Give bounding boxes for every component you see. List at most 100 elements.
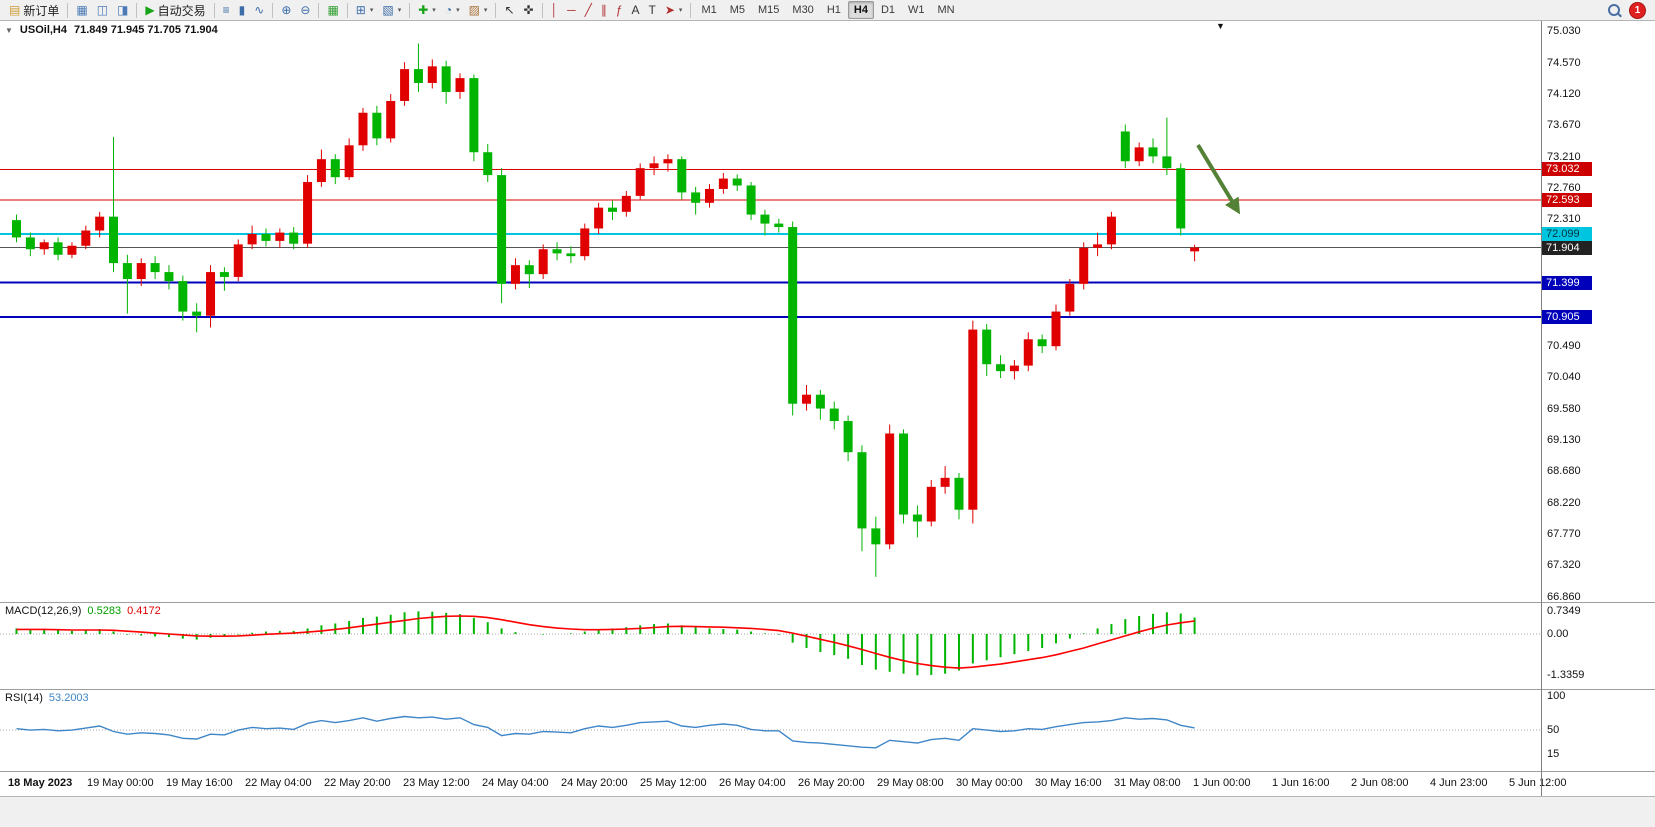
candle xyxy=(330,154,340,185)
time-label: 24 May 20:00 xyxy=(561,777,628,789)
trend-arrow-annotation[interactable] xyxy=(1196,143,1241,215)
arrows-button[interactable]: ➤ ▾ xyxy=(661,0,687,20)
candle xyxy=(289,227,299,250)
rsi-label: RSI(14) 53.2003 xyxy=(5,692,89,704)
toolbar-separator xyxy=(541,2,543,18)
data-window-button[interactable]: ◫ xyxy=(93,0,112,20)
price-badge-72.099: 72.099 xyxy=(1542,227,1592,242)
rsi-canvas[interactable] xyxy=(0,690,1541,771)
bar-chart-button[interactable]: ≡ xyxy=(219,0,234,20)
candle xyxy=(219,267,229,291)
candle xyxy=(788,221,798,416)
chart-title: ▼ USOil,H4 71.849 71.945 71.705 71.904 xyxy=(5,24,218,36)
candle xyxy=(247,225,257,250)
candle xyxy=(705,184,714,208)
time-label: 19 May 16:00 xyxy=(166,777,233,789)
chevron-down-icon: ▾ xyxy=(456,7,460,14)
notification-badge[interactable]: 1 xyxy=(1629,1,1646,19)
charts-window-button[interactable]: ▦ xyxy=(72,0,91,20)
label-button[interactable]: T xyxy=(645,0,660,20)
candle xyxy=(303,175,313,248)
candle xyxy=(1162,117,1172,176)
price-badge-73.032: 73.032 xyxy=(1542,162,1592,177)
candle xyxy=(1079,242,1089,290)
candle xyxy=(316,149,326,187)
candle xyxy=(746,182,756,221)
candle xyxy=(1037,334,1047,354)
rsi-axis-label: 50 xyxy=(1547,724,1560,737)
zoom-out-button[interactable]: ⊖ xyxy=(296,0,314,20)
fibonacci-button[interactable]: ƒ xyxy=(612,0,627,20)
candle xyxy=(400,62,410,106)
timeframe-m15[interactable]: M15 xyxy=(758,4,780,16)
horizontal-line-button[interactable]: ─ xyxy=(563,0,580,20)
candle xyxy=(774,218,784,233)
zoom-in-button[interactable]: ⊕ xyxy=(277,0,295,20)
time-label: 2 Jun 08:00 xyxy=(1351,777,1409,789)
chevron-down-icon: ▾ xyxy=(369,7,374,14)
macd-main-value: 0.5283 xyxy=(87,605,122,617)
time-label: 22 May 04:00 xyxy=(245,777,312,789)
line-chart-icon: ∿ xyxy=(254,3,265,17)
line-chart-button[interactable]: ∿ xyxy=(250,0,268,20)
price-axis-label: 74.570 xyxy=(1547,56,1581,69)
price-badge-72.593: 72.593 xyxy=(1542,192,1592,207)
indicators-button[interactable]: ✚ ▾ xyxy=(414,0,440,20)
autotrade-play-icon: ▶ xyxy=(145,3,155,17)
candlestick-chart-button[interactable]: ▮ xyxy=(235,0,250,20)
price-axis-label: 73.210 xyxy=(1547,151,1581,164)
chart-ohlc: 71.849 71.945 71.705 71.904 xyxy=(74,24,218,36)
toolbar-separator xyxy=(67,2,69,18)
search-button[interactable] xyxy=(1604,0,1624,20)
candle xyxy=(413,43,423,92)
chart-shift-marker[interactable]: ▼ xyxy=(1216,21,1225,31)
candle xyxy=(815,389,825,420)
cursor-button[interactable]: ↖ xyxy=(500,0,518,20)
text-button[interactable]: A xyxy=(628,0,644,20)
candle xyxy=(843,415,853,462)
macd-axis-label: 0.7349 xyxy=(1547,605,1581,618)
toolbar-separator xyxy=(690,2,692,18)
auto-trading-button[interactable]: ▶ 自动交易 xyxy=(141,0,209,20)
time-label: 25 May 12:00 xyxy=(640,777,707,789)
candle xyxy=(885,424,895,550)
timeframe-h1[interactable]: H1 xyxy=(826,4,841,16)
candle xyxy=(1093,232,1103,257)
candle xyxy=(1148,138,1158,164)
chevron-down-icon: ▾ xyxy=(483,7,488,14)
new-chart-button[interactable]: ⊞ ▾ xyxy=(352,0,378,20)
profiles-button[interactable]: ▧ ▾ xyxy=(378,0,405,20)
timeframe-m30[interactable]: M30 xyxy=(792,4,814,16)
price-axis-label: 69.130 xyxy=(1547,433,1581,446)
one-click-collapse-icon[interactable]: ▼ xyxy=(5,25,13,35)
trendline-button[interactable]: ╱ xyxy=(581,0,596,20)
vertical-line-button[interactable]: │ xyxy=(547,0,563,20)
candle xyxy=(552,242,562,261)
timeframe-m5[interactable]: M5 xyxy=(729,4,745,16)
crosshair-button[interactable]: ✜ xyxy=(520,0,538,20)
templates-button[interactable]: ▨ ▾ xyxy=(465,0,492,20)
new-order-button[interactable]: ▤ 新订单 xyxy=(5,0,63,20)
candle xyxy=(1176,163,1186,236)
candle xyxy=(1009,360,1019,380)
timeframe-mn[interactable]: MN xyxy=(937,4,955,16)
time-axis[interactable]: 18 May 2023 19 May 00:00 19 May 16:00 22 Ma… xyxy=(0,771,1655,796)
rsi-axis-label: 100 xyxy=(1547,690,1566,702)
timeframe-h4[interactable]: H4 xyxy=(847,1,874,19)
price-axis-divider xyxy=(1541,21,1542,796)
chevron-down-icon: ▾ xyxy=(678,7,683,14)
channel-button[interactable]: ∥ xyxy=(597,0,611,20)
macd-canvas[interactable] xyxy=(0,603,1541,689)
price-axis-label: 74.120 xyxy=(1547,88,1581,101)
timeframe-m1[interactable]: M1 xyxy=(701,4,717,16)
timeframe-d1[interactable]: D1 xyxy=(880,4,895,16)
macd-histogram xyxy=(15,611,1196,676)
periods-button[interactable]: ◔ ▾ xyxy=(441,0,464,20)
toolbar-separator xyxy=(495,2,497,18)
timeframe-w1[interactable]: W1 xyxy=(908,4,925,16)
tile-windows-button[interactable]: ▦ xyxy=(323,0,342,20)
navigator-button[interactable]: ◨ xyxy=(113,0,132,20)
main-chart-canvas[interactable] xyxy=(0,21,1541,602)
toolbar-separator xyxy=(346,2,348,18)
price-axis-label: 75.030 xyxy=(1547,25,1581,37)
